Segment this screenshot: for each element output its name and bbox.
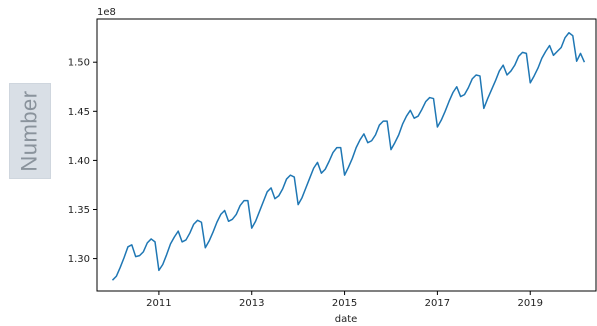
plot-frame <box>96 18 597 292</box>
y-tick-label: 1.50 <box>68 58 90 69</box>
x-tick-label: 2011 <box>146 298 171 309</box>
x-tick-label: 2019 <box>518 298 543 309</box>
y-tick-label: 1.40 <box>68 156 90 167</box>
x-tick-label: 2015 <box>332 298 357 309</box>
x-tick-label: 2013 <box>239 298 264 309</box>
y-tick-label: 1.45 <box>68 107 90 118</box>
y-axis-offset-label: 1e8 <box>97 7 116 18</box>
y-tick-label: 1.30 <box>68 254 90 265</box>
series-line <box>111 32 586 281</box>
y-tick-label: 1.35 <box>68 205 90 216</box>
x-axis-title: date <box>335 314 358 325</box>
plot-area: 1.30 1.35 1.40 1.45 1.50 2011 2013 2015 2017 2019 <box>68 18 597 309</box>
y-axis-label-badge: Number <box>9 83 51 179</box>
x-tick-label: 2017 <box>425 298 450 309</box>
